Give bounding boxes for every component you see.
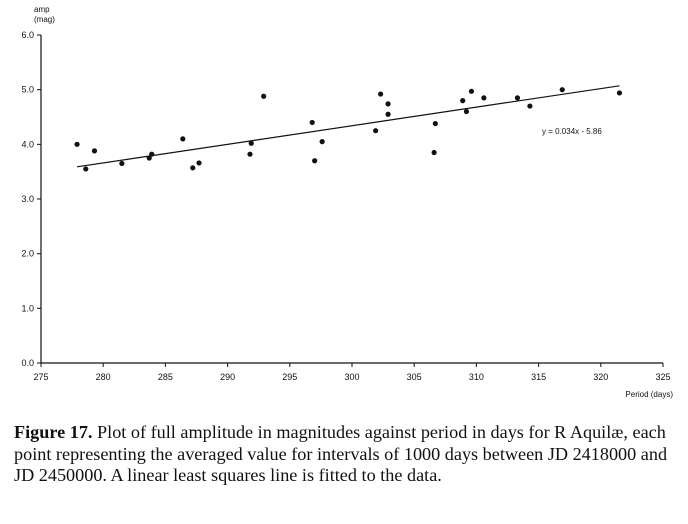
data-point xyxy=(312,158,318,164)
y-tick-label: 4.0 xyxy=(21,139,34,149)
data-point xyxy=(527,103,533,109)
data-point xyxy=(91,148,98,154)
data-point xyxy=(319,139,325,145)
data-point xyxy=(83,166,89,172)
data-point xyxy=(460,98,466,104)
x-ticks: 275 280 285 290 295 300 305 310 315 320 325 xyxy=(33,363,671,382)
axes xyxy=(40,35,663,364)
data-point xyxy=(559,87,565,93)
y-tick-label: 1.0 xyxy=(21,303,34,313)
data-point xyxy=(196,160,202,166)
x-tick-label: 305 xyxy=(407,372,422,382)
fit-line-group xyxy=(76,85,620,168)
x-tick-label: 320 xyxy=(593,372,608,382)
y-tick-label: 5.0 xyxy=(21,85,34,95)
x-tick-label: 310 xyxy=(469,372,484,382)
caption-label: Figure 17. xyxy=(14,422,93,442)
x-tick-label: 290 xyxy=(220,372,235,382)
x-tick-label: 300 xyxy=(344,372,359,382)
data-points xyxy=(74,87,623,172)
x-tick-label: 285 xyxy=(158,372,173,382)
data-point xyxy=(180,136,186,142)
data-point xyxy=(248,140,254,146)
fit-equation-label: y = 0.034x - 5.86 xyxy=(542,127,602,136)
data-point xyxy=(514,95,521,101)
x-tick-label: 280 xyxy=(96,372,111,382)
x-tick-label: 275 xyxy=(33,372,48,382)
data-point xyxy=(463,108,470,115)
data-point xyxy=(385,101,391,107)
data-point xyxy=(309,119,315,126)
data-point xyxy=(468,88,475,94)
y-axis-title-line2: (mag) xyxy=(34,15,55,24)
data-point xyxy=(373,128,379,134)
least-squares-line xyxy=(76,85,620,168)
x-tick-label: 295 xyxy=(282,372,297,382)
data-point xyxy=(190,165,196,171)
data-point xyxy=(432,120,438,127)
data-point xyxy=(146,155,152,161)
data-point xyxy=(481,95,487,101)
y-axis-title-line1: amp xyxy=(34,5,50,14)
x-axis-title: Period (days) xyxy=(625,390,673,399)
y-ticks: 0.0 1.0 2.0 3.0 4.0 5.0 6.0 xyxy=(21,30,41,368)
x-tick-label: 325 xyxy=(655,372,670,382)
caption-text: Plot of full amplitude in magnitudes aga… xyxy=(14,422,668,485)
figure-caption: Figure 17. Plot of full amplitude in mag… xyxy=(14,422,682,487)
y-tick-label: 2.0 xyxy=(21,249,34,259)
x-tick-label: 315 xyxy=(531,372,546,382)
data-point xyxy=(149,151,155,157)
scatter-plot: 275 280 285 290 295 300 305 310 315 320 325 0.0 1.0… xyxy=(21,5,673,399)
y-tick-label: 3.0 xyxy=(21,194,34,204)
data-point xyxy=(385,111,391,117)
data-point xyxy=(119,160,125,167)
y-tick-label: 6.0 xyxy=(21,30,34,40)
data-point xyxy=(74,141,80,147)
y-tick-label: 0.0 xyxy=(21,358,34,368)
data-point xyxy=(247,151,253,157)
data-point xyxy=(378,91,384,97)
data-point xyxy=(431,149,437,156)
data-point xyxy=(261,93,267,99)
data-point xyxy=(616,90,623,96)
